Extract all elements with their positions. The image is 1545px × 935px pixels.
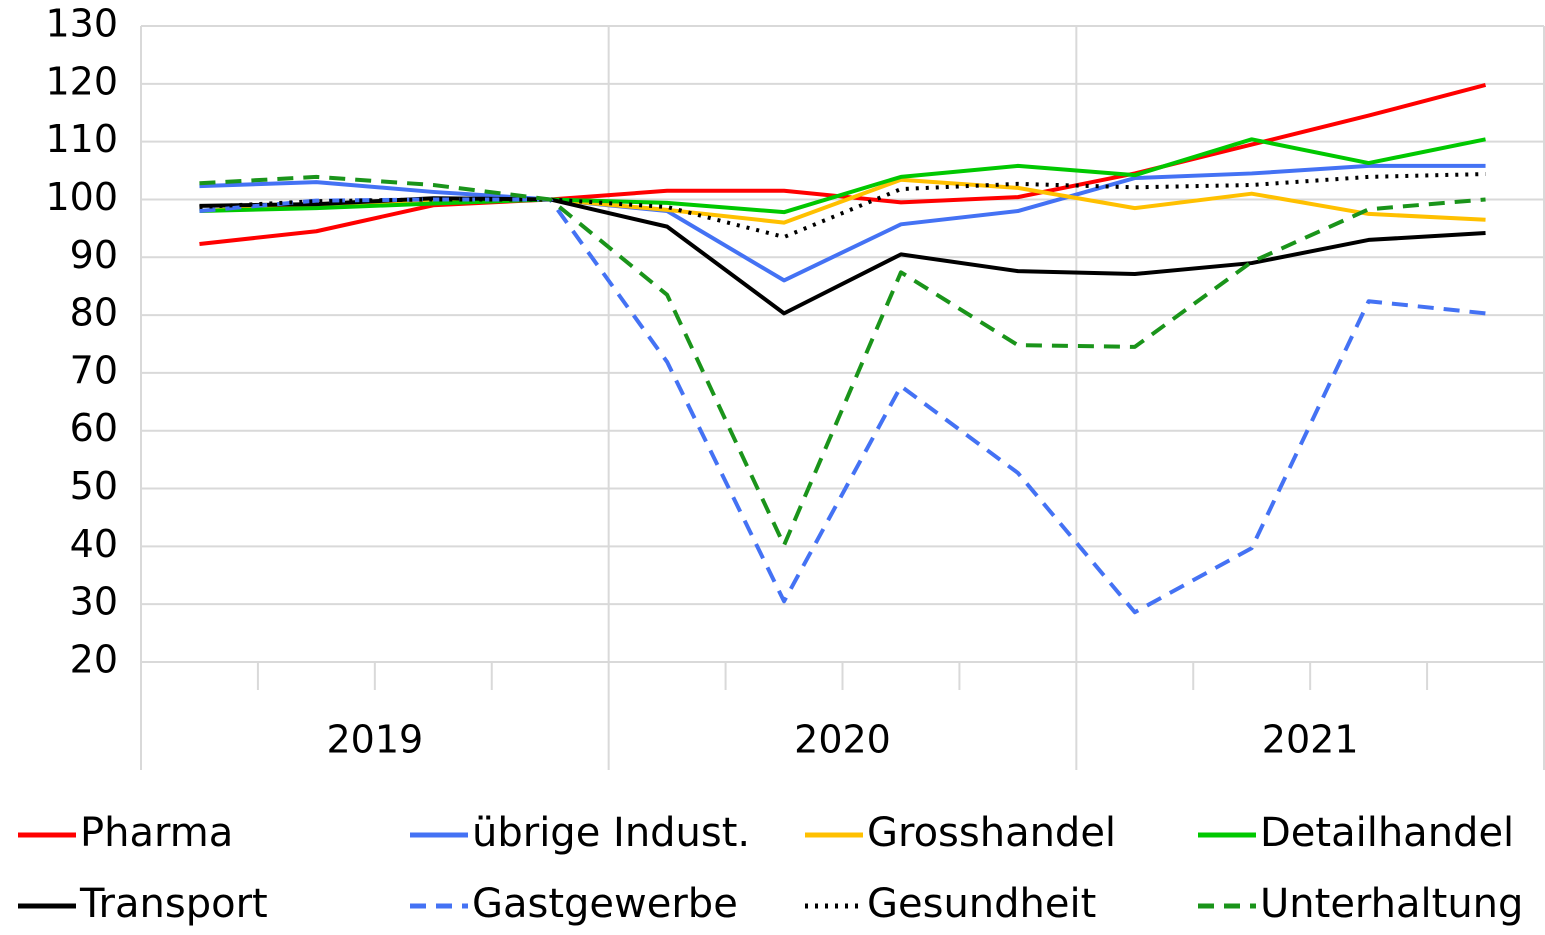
y-tick-label: 70 [70,348,118,392]
y-tick-label: 40 [70,522,118,566]
series-line [199,197,1486,615]
y-tick-label: 130 [45,2,118,46]
y-tick-label: 60 [70,406,118,450]
x-group-label: 2020 [794,718,891,762]
y-tick-label: 100 [45,175,118,219]
legend-label: Unterhaltung [1260,881,1523,927]
legend-label: Detailhandel [1260,810,1514,856]
y-tick-label: 30 [70,580,118,624]
legend-label: Grosshandel [867,810,1116,856]
series-line [199,163,1486,283]
series-line [199,137,1486,215]
legend-label: Gesundheit [867,881,1096,927]
legend-label: Gastgewerbe [472,881,738,927]
y-tick-label: 120 [45,59,118,103]
series-line [199,172,1486,240]
series-line [199,83,1487,246]
legend-label: übrige Indust. [472,810,750,856]
y-tick-label: 110 [45,117,118,161]
x-group-label: 2019 [326,718,423,762]
y-tick-label: 80 [70,291,118,335]
series-line [199,174,1486,548]
y-tick-label: 90 [70,233,118,277]
legend-label: Transport [79,881,268,927]
y-tick-label: 50 [70,464,118,508]
legend-label: Pharma [80,810,233,856]
y-tick-label: 20 [70,638,118,682]
x-group-label: 2021 [1262,718,1359,762]
